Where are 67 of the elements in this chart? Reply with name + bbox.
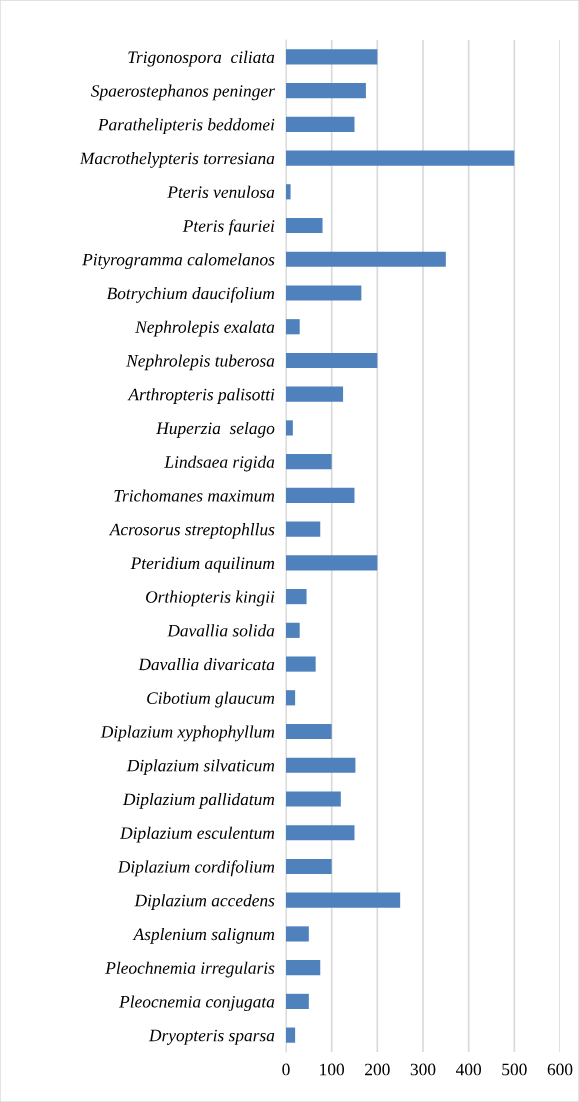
y-tick-label: Nephrolepis tuberosa — [126, 354, 275, 371]
y-tick-label: Diplazium silvaticum — [126, 759, 275, 775]
y-tick-label: Pleochnemia irregularis — [105, 961, 275, 978]
bar — [286, 285, 362, 301]
y-tick-label: Macrothelypteris torresiana — [79, 152, 275, 168]
x-tick-label: 300 — [410, 1063, 436, 1076]
x-tick-label: 100 — [320, 1063, 345, 1076]
y-tick-label: Spaerostephanos peninger — [91, 84, 275, 101]
x-tick-label: 0 — [282, 1063, 290, 1076]
bar — [286, 386, 344, 402]
bar — [286, 319, 300, 335]
y-tick-label: Trigonospora ciliata — [128, 50, 275, 67]
bar — [286, 217, 323, 234]
bar — [286, 184, 291, 200]
x-tick-label: 600 — [547, 1063, 573, 1076]
bar — [286, 49, 378, 65]
y-tick-label: Nephrolepis exalata — [135, 320, 275, 337]
bar — [286, 960, 321, 976]
x-tick-label: 400 — [455, 1063, 482, 1076]
bar — [286, 487, 355, 503]
x-tick-label: 200 — [365, 1063, 390, 1076]
bar — [286, 757, 356, 773]
y-tick-label: Diplazium accedens — [134, 894, 275, 910]
bar — [286, 521, 321, 537]
y-tick-label: Acrosorus streptophllus — [108, 523, 275, 539]
y-tick-label: Pleocnemia conjugata — [119, 995, 275, 1012]
bar — [286, 1027, 296, 1043]
bar — [286, 926, 309, 942]
y-tick-label: Cibotium glaucum — [147, 691, 275, 708]
y-tick-label: Pteridium aquilinum — [130, 556, 275, 573]
bar — [286, 83, 366, 99]
bar — [286, 555, 378, 571]
y-tick-label: Dryopteris sparsa — [148, 1029, 275, 1045]
bar — [286, 993, 309, 1009]
bar — [286, 858, 332, 875]
y-tick-label: Orthiopteris kingii — [146, 590, 275, 607]
bar — [286, 420, 293, 436]
y-tick-label: Arthropteris palisotti — [127, 388, 275, 404]
y-tick-label: Asplenium salignum — [132, 927, 275, 944]
bar — [286, 825, 355, 841]
y-tick-label: Pteris venulosa — [167, 185, 275, 199]
bar — [286, 589, 307, 605]
bar — [286, 116, 355, 132]
y-tick-label: Lindsaea rigida — [164, 455, 275, 472]
y-tick-label: Botrychium daucifolium — [106, 286, 275, 303]
y-tick-label: Pteris fauriei — [182, 219, 275, 236]
bar — [286, 791, 341, 807]
y-tick-label: Pityrogramma calomelanos — [82, 253, 275, 270]
y-tick-label: Diplazium esculentum — [119, 826, 275, 843]
bar — [286, 150, 515, 166]
bar — [286, 892, 401, 908]
bar — [286, 352, 378, 369]
bar — [286, 690, 296, 706]
y-tick-label: Parathelipteris beddomei — [97, 118, 275, 135]
x-tick-label: 500 — [502, 1063, 527, 1076]
y-tick-label: Diplazium pallidatum — [122, 792, 275, 809]
y-tick-label: Diplazium cordifolium — [117, 860, 275, 877]
bar — [286, 454, 332, 470]
bar — [286, 622, 300, 638]
y-tick-label: Diplazium xyphophyllum — [100, 725, 275, 742]
bar — [286, 656, 316, 672]
y-tick-label: Davallia solida — [167, 624, 275, 637]
bar — [286, 251, 446, 267]
y-tick-label: Huperzia selago — [156, 421, 275, 438]
y-tick-label: Davallia divaricata — [138, 658, 275, 671]
y-tick-label: Trichomanes maximum — [114, 489, 275, 502]
bar — [286, 723, 332, 740]
